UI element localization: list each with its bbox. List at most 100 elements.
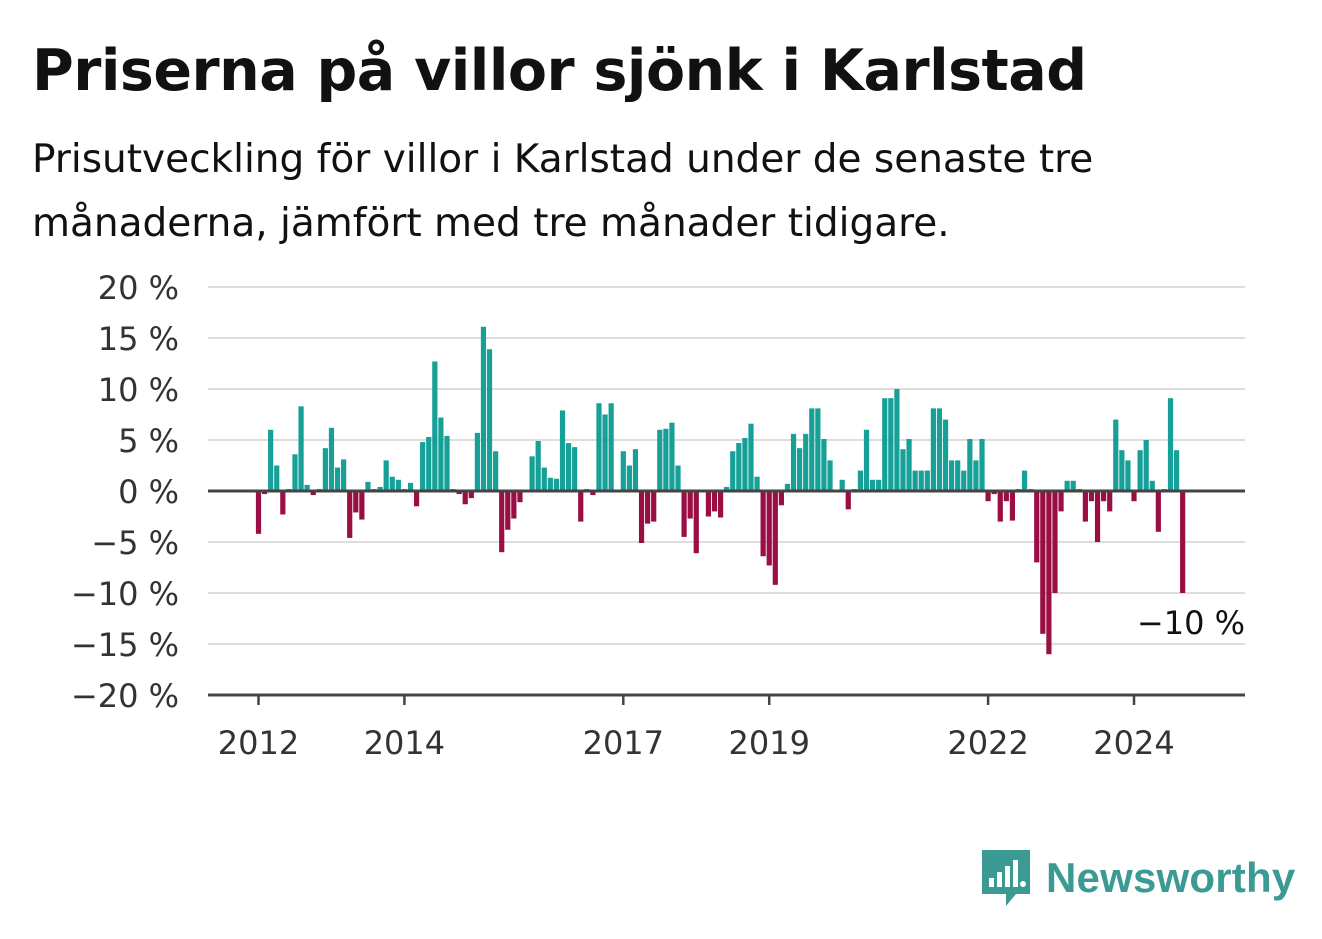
bar: [1101, 491, 1107, 502]
bar: [711, 491, 718, 512]
bar: [590, 491, 596, 496]
bar: [328, 427, 335, 491]
bar: [1040, 491, 1046, 634]
bar: [1180, 491, 1186, 593]
bar: [632, 449, 639, 491]
bar: [645, 491, 651, 524]
bar: [638, 491, 645, 544]
bar: [657, 429, 663, 491]
bar: [815, 408, 821, 491]
bar: [693, 491, 699, 554]
bar: [505, 491, 511, 530]
bar: [1009, 491, 1016, 521]
bar: [268, 429, 274, 491]
x-tick-label: 2019: [729, 724, 810, 762]
newsworthy-logo-icon: [982, 850, 1030, 906]
newsworthy-brand: Newsworthy: [980, 848, 1295, 908]
bar: [620, 451, 626, 491]
bar: [261, 491, 268, 495]
bar: [420, 442, 426, 491]
bar: [888, 398, 894, 491]
bar: [553, 478, 560, 491]
bar: [882, 398, 888, 491]
bar: [839, 479, 845, 491]
bar: [298, 406, 304, 491]
bar: [359, 491, 365, 520]
bar: [456, 491, 462, 495]
y-tick-label: 15 %: [98, 320, 179, 358]
bar: [1131, 491, 1137, 502]
bar: [1046, 491, 1052, 655]
bar: [1021, 470, 1028, 491]
bar: [821, 438, 827, 491]
bar: [438, 417, 444, 491]
bar: [1137, 450, 1143, 491]
bar: [1173, 450, 1180, 491]
bar: [967, 438, 973, 491]
bar: [292, 454, 298, 491]
bar: [778, 491, 784, 506]
bar: [535, 441, 541, 491]
bar: [724, 486, 730, 491]
bar: [596, 403, 602, 491]
bar: [462, 491, 468, 505]
bar: [906, 438, 912, 491]
bar: [413, 491, 420, 507]
bar: [742, 437, 748, 491]
bar: [426, 436, 432, 491]
x-tick-label: 2022: [947, 724, 1028, 762]
bar: [304, 484, 310, 491]
bar: [432, 361, 438, 491]
x-tick-label: 2024: [1093, 724, 1174, 762]
bar: [705, 491, 712, 517]
y-tick-label: −20 %: [71, 677, 179, 715]
bar: [991, 491, 997, 495]
bar: [480, 326, 487, 491]
bar: [736, 443, 742, 491]
bar: [936, 408, 943, 491]
bar: [511, 491, 517, 519]
bar: [845, 491, 851, 510]
bar: [559, 410, 566, 491]
bar: [997, 491, 1003, 522]
bar: [474, 432, 480, 491]
bar: [486, 349, 493, 491]
x-tick-label: 2017: [583, 724, 664, 762]
bar: [602, 414, 608, 491]
bar: [730, 451, 736, 491]
bar: [407, 482, 414, 491]
axes: [208, 489, 1245, 705]
bar: [918, 470, 924, 491]
bar: [1058, 491, 1064, 512]
bars: [255, 326, 1186, 655]
bar: [1003, 491, 1009, 502]
bar: [675, 465, 681, 491]
bar: [341, 459, 347, 491]
bar: [541, 467, 547, 491]
bar: [754, 476, 760, 491]
bar: [809, 408, 815, 491]
bar: [353, 491, 359, 513]
bar: [717, 491, 724, 518]
bar: [876, 479, 882, 491]
bar: [1125, 460, 1131, 491]
bar: [565, 443, 572, 491]
bar: [280, 491, 286, 515]
bar: [687, 491, 693, 519]
bar: [395, 479, 401, 491]
bar: [681, 491, 687, 537]
bar: [468, 491, 474, 499]
bar: [651, 491, 657, 522]
bar: [803, 433, 809, 491]
bar: [894, 389, 900, 491]
bar: [973, 460, 979, 491]
bar: [1052, 491, 1058, 593]
y-tick-label: −5 %: [91, 524, 179, 562]
bar: [347, 491, 353, 538]
bar: [493, 451, 499, 491]
x-axis-labels: 2012 2014 2017 2019 2022 2024: [218, 724, 1175, 762]
bar: [572, 447, 578, 491]
bar: [1155, 491, 1161, 532]
bar: [760, 491, 766, 557]
page-title: Priserna på villor sjönk i Karlstad: [32, 38, 1087, 104]
